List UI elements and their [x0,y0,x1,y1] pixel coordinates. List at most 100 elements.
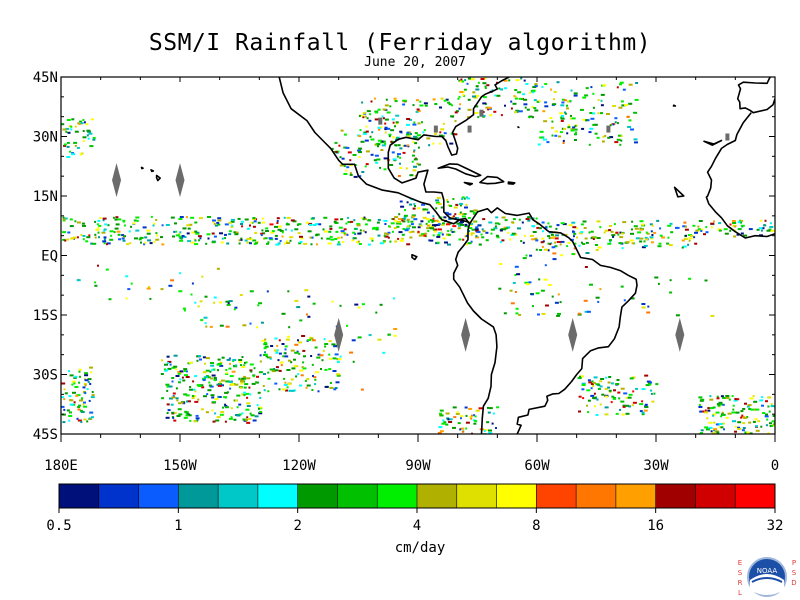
rain-cell [509,238,512,241]
rain-cell [545,304,549,307]
rain-cell [77,122,80,125]
rain-cell [630,297,635,300]
rain-cell [368,334,372,337]
rain-cell [187,227,191,230]
rain-cell [582,118,586,121]
rain-cell [542,230,544,233]
rain-cell [618,397,621,400]
rain-cell [106,242,111,245]
rain-cell [294,365,299,368]
rain-cell [549,243,552,246]
rain-cell [387,333,391,336]
rain-cell [82,386,86,389]
rain-cell [171,366,176,369]
rain-cell [71,383,74,386]
rain-cell [311,217,315,220]
rain-cell [200,408,204,411]
rain-cell [256,326,258,329]
rain-cell [194,243,199,246]
rain-cell [487,106,492,109]
rain-cell [338,144,341,147]
rain-cell [559,243,562,246]
rain-cell [181,235,185,237]
rain-cell [616,122,619,125]
rain-cell [239,294,243,296]
rain-cell [83,418,87,421]
rain-cell [399,239,404,242]
rain-cell [284,345,288,348]
rain-cell [713,421,716,424]
rain-cell [339,156,342,159]
rain-cell [362,116,365,119]
rain-cell [65,130,68,133]
rain-cell [249,363,254,366]
rain-cell [315,223,319,225]
rain-cell [335,381,340,384]
rain-cell [166,403,170,406]
rain-cell [277,359,280,362]
rain-cell [183,309,186,312]
rain-cell [90,396,95,399]
rain-cell [68,419,71,422]
rain-cell [240,382,244,385]
rain-cell [561,98,565,101]
colorbar-swatch [218,484,259,508]
rain-cell [226,303,231,306]
rain-cell [461,196,465,199]
rain-cell [631,220,634,223]
rain-cell [298,352,301,355]
rain-cell [592,382,596,385]
rain-cell [264,351,266,354]
rain-cell [470,417,473,420]
rain-cell [604,406,609,409]
rain-cell [724,232,729,235]
rain-cell [238,242,241,245]
rain-cell [263,373,266,375]
rain-cell [163,368,166,371]
missing-data-swath [112,163,122,198]
rain-cell [205,325,208,328]
rain-cell [346,166,350,169]
rain-cell [183,416,188,419]
rain-cell [251,382,256,385]
rain-cell [61,396,65,399]
rain-cell [66,145,70,148]
rain-cell [740,416,743,419]
rain-cell [487,108,490,111]
rain-cell [307,295,311,298]
rain-cell [604,413,609,416]
rain-cell [334,218,339,221]
rain-cell [641,223,645,226]
rain-cell [453,133,458,136]
rain-cell [231,383,235,386]
rain-cell [294,299,299,302]
rain-cell [620,400,625,403]
rain-cell [195,414,199,417]
rain-cell [114,227,119,230]
rain-cell [391,151,395,154]
rain-cell [602,135,605,138]
rain-cell [211,232,215,235]
rain-cell [538,227,542,230]
rain-cell [533,99,537,102]
rain-cell [704,409,707,412]
rain-cell [354,303,359,306]
rain-cell [402,99,407,102]
rain-cell [155,232,158,235]
rain-cell [219,413,224,416]
rain-cell [213,235,217,238]
rain-cell [533,107,537,110]
rain-cell [440,128,445,131]
rain-cell [634,98,639,101]
rain-cell [233,231,237,234]
rain-cell [203,395,207,398]
rain-cell [742,427,746,429]
rain-cell [219,232,223,235]
rain-cell [127,288,131,291]
rain-cell [82,403,85,406]
rain-cell [396,155,399,158]
rain-cell [191,395,195,397]
rain-cell [725,397,730,399]
rain-cell [76,146,80,149]
rain-cell [414,142,418,145]
